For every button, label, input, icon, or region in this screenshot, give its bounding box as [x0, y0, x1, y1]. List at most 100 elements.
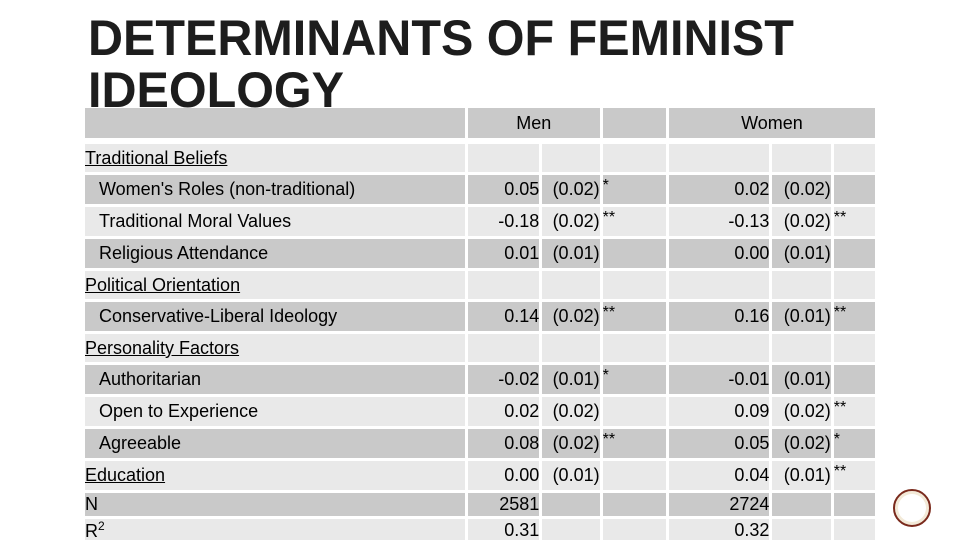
significance-mark: * — [602, 176, 609, 194]
table-row: Religious Attendance 0.01 (0.01) 0.00 (0.01) — [85, 239, 875, 271]
cell-men-est — [467, 271, 543, 302]
cell-women-se: (0.02) — [772, 175, 834, 207]
cell-men-est: 0.00 — [467, 461, 543, 493]
slide-title: DETERMINANTS OF FEMINIST IDEOLOGY — [88, 12, 845, 116]
cell-row-label: Traditional Moral Values — [85, 207, 468, 239]
cell-women-est: 0.02 — [668, 175, 773, 207]
cell-men-se — [542, 519, 603, 540]
slide-title-line2: IDEOLOGY — [88, 62, 345, 118]
cell-women-est: 0.05 — [668, 429, 773, 461]
cell-women-est — [668, 144, 773, 175]
cell-women-est: -0.01 — [668, 365, 773, 397]
cell-women-sig: * — [833, 429, 875, 461]
cell-women-est: 0.04 — [668, 461, 773, 493]
significance-mark: ** — [833, 462, 847, 480]
cell-women-se — [772, 144, 834, 175]
cell-row-label: Women's Roles (non-traditional) — [85, 175, 468, 207]
cell-row-label: N — [85, 493, 468, 519]
cell-men-est: 0.14 — [467, 302, 543, 334]
table-row: Conservative-Liberal Ideology 0.14 (0.02) *… — [85, 302, 875, 334]
cell-women-est: 2724 — [668, 493, 773, 519]
table-row: N 2581 2724 — [85, 493, 875, 519]
cell-women-est — [668, 271, 773, 302]
row-label: Agreeable — [99, 433, 182, 453]
cell-women-sig: ** — [833, 207, 875, 239]
cell-men-sig — [602, 144, 669, 175]
row-label: Religious Attendance — [99, 243, 269, 263]
cell-men-se: (0.01) — [542, 461, 603, 493]
cell-men-est: -0.02 — [467, 365, 543, 397]
row-label: N — [85, 494, 98, 514]
row-label: Open to Experience — [99, 401, 259, 421]
table-row: Women's Roles (non-traditional) 0.05 (0.02… — [85, 175, 875, 207]
cell-men-est — [467, 144, 543, 175]
cell-men-se: (0.02) — [542, 175, 603, 207]
cell-men-se: (0.02) — [542, 429, 603, 461]
cell-men-se: (0.02) — [542, 207, 603, 239]
row-label: R — [85, 521, 98, 540]
cell-men-sig — [602, 461, 669, 493]
row-label-superscript: 2 — [98, 519, 105, 533]
cell-women-est: 0.16 — [668, 302, 773, 334]
row-label: Personality Factors — [85, 338, 240, 358]
table-row: Traditional Moral Values -0.18 (0.02) ** -0.… — [85, 207, 875, 239]
cell-women-sig — [833, 271, 875, 302]
cell-women-se — [772, 271, 834, 302]
cell-women-se — [772, 493, 834, 519]
table-header-men: Men — [467, 108, 603, 144]
cell-women-est: 0.09 — [668, 397, 773, 429]
cell-women-se: (0.01) — [772, 302, 834, 334]
table-row: Open to Experience 0.02 (0.02) 0.09 (0.02) ** — [85, 397, 875, 429]
cell-women-se: (0.01) — [772, 461, 834, 493]
cell-women-se — [772, 519, 834, 540]
cell-women-sig — [833, 365, 875, 397]
row-label: Conservative-Liberal Ideology — [99, 306, 338, 326]
table-row: Personality Factors — [85, 334, 875, 365]
table-row: Agreeable 0.08 (0.02) ** 0.05 (0.02) * — [85, 429, 875, 461]
regression-table: Men Women Traditional Beliefs Women's Rol… — [85, 108, 875, 540]
cell-men-se — [542, 493, 603, 519]
table-row: Authoritarian -0.02 (0.01) * -0.01 (0.01) — [85, 365, 875, 397]
significance-mark: * — [833, 430, 840, 448]
corner-circle-decoration — [893, 489, 931, 527]
cell-men-est: 0.08 — [467, 429, 543, 461]
slide-title-line1: DETERMINANTS OF FEMINIST — [88, 10, 794, 66]
cell-men-sig — [602, 397, 669, 429]
cell-women-se: (0.02) — [772, 207, 834, 239]
cell-men-se — [542, 334, 603, 365]
cell-row-label: R2 — [85, 519, 468, 540]
cell-men-est — [467, 334, 543, 365]
cell-row-label: Authoritarian — [85, 365, 468, 397]
cell-women-sig — [833, 239, 875, 271]
cell-men-sig: ** — [602, 302, 669, 334]
cell-men-est: 2581 — [467, 493, 543, 519]
cell-men-se: (0.01) — [542, 239, 603, 271]
cell-women-sig: ** — [833, 397, 875, 429]
cell-men-sig: * — [602, 175, 669, 207]
cell-men-sig: * — [602, 365, 669, 397]
table-header-row: Men Women — [85, 108, 875, 144]
cell-women-est: 0.32 — [668, 519, 773, 540]
cell-row-label: Traditional Beliefs — [85, 144, 468, 175]
cell-row-label: Political Orientation — [85, 271, 468, 302]
significance-mark: ** — [833, 208, 847, 226]
significance-mark: * — [602, 366, 609, 384]
cell-men-est: -0.18 — [467, 207, 543, 239]
header-label-cell — [85, 108, 468, 144]
table-row: Traditional Beliefs — [85, 144, 875, 175]
table-row: R2 0.31 0.32 — [85, 519, 875, 540]
cell-men-se — [542, 271, 603, 302]
cell-row-label: Education — [85, 461, 468, 493]
cell-row-label: Agreeable — [85, 429, 468, 461]
cell-women-se: (0.02) — [772, 397, 834, 429]
cell-men-sig — [602, 334, 669, 365]
cell-men-se: (0.01) — [542, 365, 603, 397]
cell-men-sig — [602, 239, 669, 271]
cell-women-est — [668, 334, 773, 365]
significance-mark: ** — [602, 208, 616, 226]
row-label: Political Orientation — [85, 275, 241, 295]
cell-women-est: -0.13 — [668, 207, 773, 239]
cell-women-sig — [833, 519, 875, 540]
cell-men-est: 0.01 — [467, 239, 543, 271]
